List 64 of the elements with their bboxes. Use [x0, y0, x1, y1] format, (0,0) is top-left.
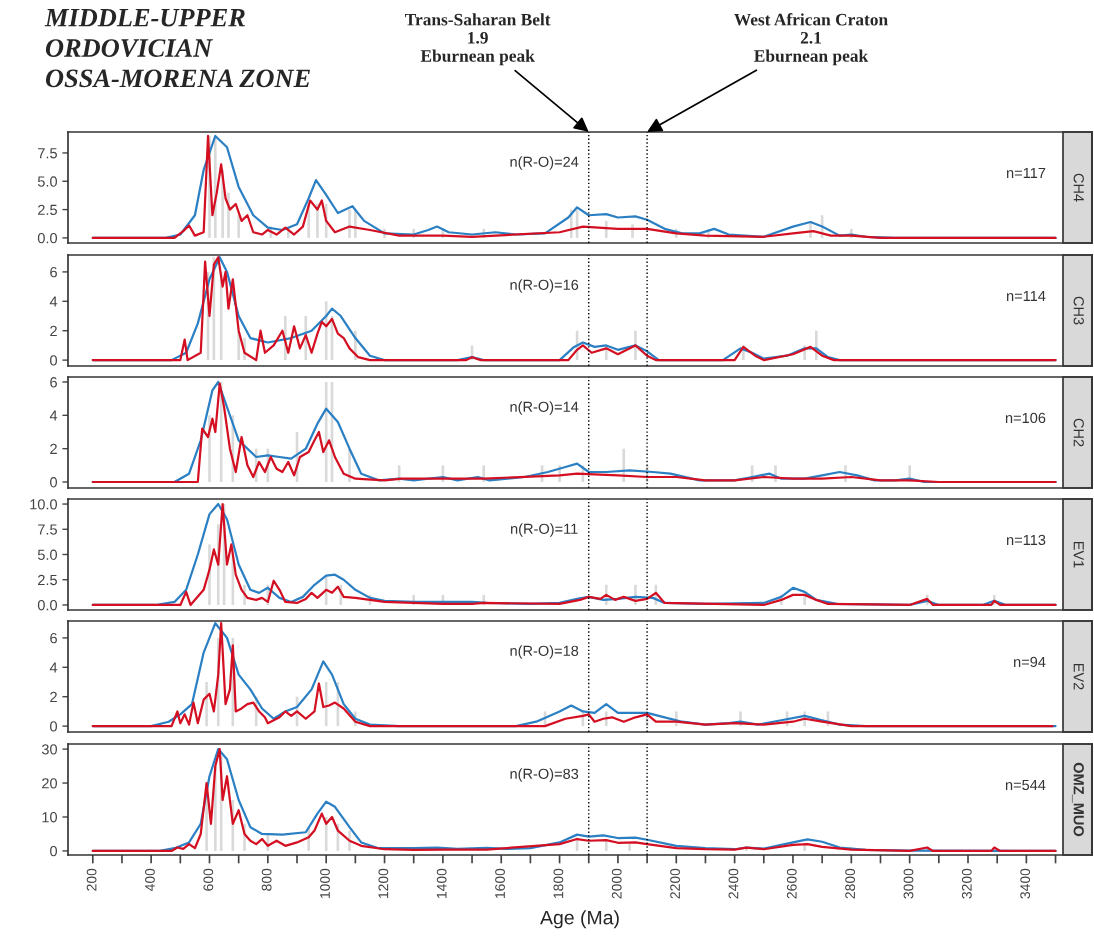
- y-tick-label: 30: [41, 744, 58, 755]
- y-tick-label: 6: [50, 633, 57, 644]
- x-tick-label: 2400: [728, 868, 739, 899]
- x-tick-label: 400: [145, 868, 155, 892]
- text: EV2: [1073, 663, 1084, 690]
- text: EV1: [1073, 541, 1084, 568]
- y-tick-label: 10: [42, 812, 58, 823]
- annotation: n=113: [1007, 534, 1046, 546]
- y-tick-label: 0: [50, 355, 58, 366]
- y-tick-label: 10.0: [30, 499, 58, 510]
- y-tick-label: 0: [50, 477, 58, 488]
- y-tick-label: 0: [50, 721, 58, 732]
- x-tick-label: 200: [86, 868, 97, 891]
- y-tick-label: 0: [50, 846, 58, 857]
- annotation: n=117: [1007, 167, 1046, 178]
- y-tick-label: 2: [50, 325, 57, 336]
- x-tick-label: 2200: [670, 868, 680, 899]
- annotation: n(R-O)=16: [510, 279, 579, 293]
- annotation: n(R-O)=24: [510, 156, 579, 170]
- y-tick-label: 2.5: [38, 204, 57, 216]
- annotation: n(R-O)=11: [511, 523, 578, 537]
- x-tick-label: 800: [261, 868, 272, 891]
- annotation: n(R-O)=14: [510, 401, 579, 415]
- text: CH3: [1073, 296, 1084, 325]
- text: CH2: [1073, 418, 1084, 447]
- x-tick-label: 3400: [1020, 868, 1031, 899]
- text: MIDDLE-UPPER ORDOVICIAN OSSA-MORENA ZONE: [44, 9, 310, 88]
- ref-line-label: West African Craton 2.1 Eburnean peak: [734, 13, 888, 66]
- y-tick-label: 20: [42, 778, 58, 789]
- ref-line-label: Trans-Saharan Belt 1.9 Eburnean peak: [405, 13, 551, 66]
- x-tick-label: 3200: [961, 868, 972, 899]
- y-tick-label: 0.0: [37, 233, 58, 244]
- annotation: n=106: [1005, 412, 1046, 424]
- x-tick-label: 1200: [378, 868, 389, 899]
- y-tick-label: 0.0: [37, 600, 58, 611]
- annotation: n(R-O)=18: [510, 645, 579, 659]
- y-tick-label: 2.5: [38, 574, 57, 586]
- y-tick-label: 4: [49, 662, 58, 673]
- annotation: n=94: [1014, 656, 1046, 668]
- x-tick-label: 1000: [320, 868, 330, 899]
- text: CH4: [1073, 173, 1084, 202]
- x-tick-label: 3000: [903, 868, 914, 899]
- x-tick-label: 2600: [786, 868, 797, 899]
- y-tick-label: 5.0: [37, 176, 58, 187]
- annotation: n(R-O)=83: [510, 768, 579, 782]
- y-tick-label: 2: [50, 443, 57, 454]
- y-tick-label: 7.5: [38, 148, 57, 159]
- text: OMZ_MUO: [1071, 762, 1084, 837]
- x-axis-title: Age (Ma): [540, 910, 619, 929]
- annotation: n=544: [1005, 779, 1046, 791]
- y-tick-label: 4: [49, 296, 58, 307]
- y-tick-label: 5.0: [37, 549, 58, 560]
- x-tick-label: 2000: [611, 868, 622, 899]
- y-tick-label: 6: [50, 267, 57, 278]
- annotation: n=114: [1007, 290, 1046, 301]
- x-tick-label: 2800: [845, 868, 856, 899]
- y-tick-label: 2: [50, 691, 57, 702]
- x-tick-label: 1400: [436, 868, 447, 899]
- y-tick-label: 7.5: [38, 524, 57, 535]
- x-tick-label: 1600: [495, 868, 505, 899]
- y-tick-label: 4: [49, 410, 58, 421]
- x-tick-label: 600: [203, 868, 214, 891]
- y-tick-label: 6: [50, 377, 57, 388]
- x-tick-label: 1800: [553, 868, 564, 899]
